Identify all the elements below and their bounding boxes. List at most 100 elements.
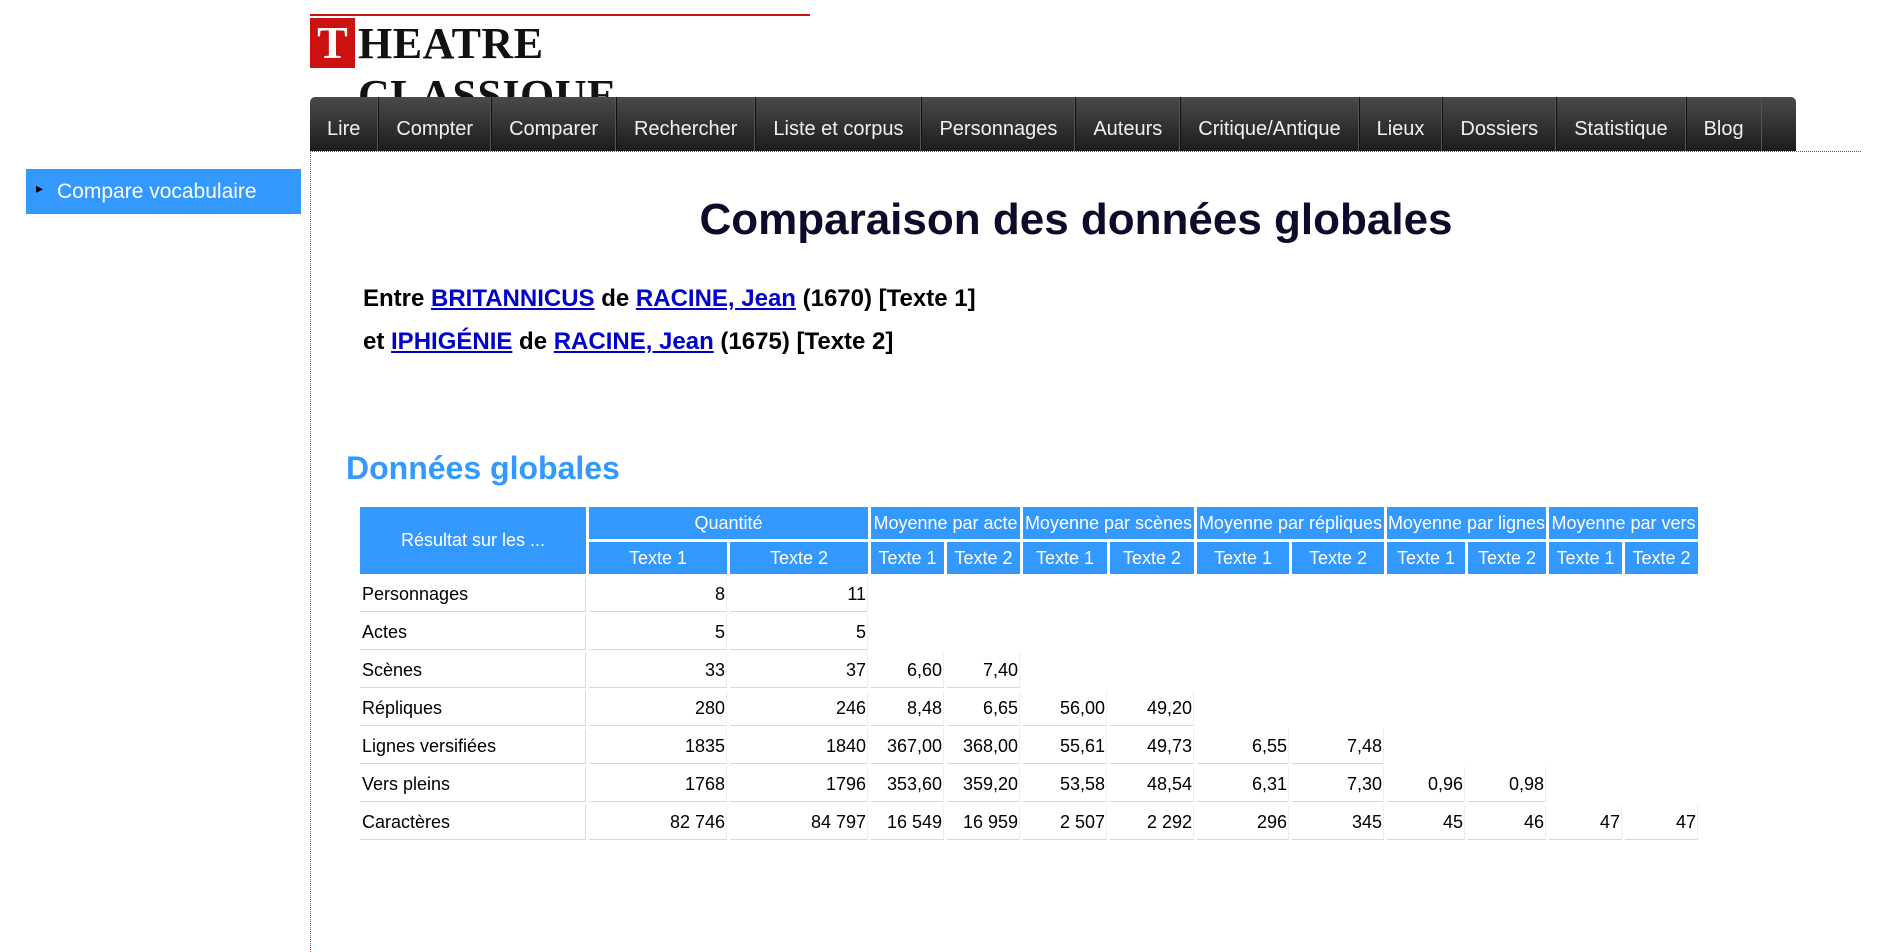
sidebar-item-compare-vocabulaire[interactable]: ▸ Compare vocabulaire	[26, 169, 301, 214]
table-cell: 296	[1197, 805, 1289, 840]
header-texte-2: Texte 2	[947, 542, 1020, 574]
nav-liste-corpus[interactable]: Liste et corpus	[755, 97, 922, 151]
nav-critique-antique[interactable]: Critique/Antique	[1180, 97, 1359, 151]
sidebar-item-label: Compare vocabulaire	[57, 180, 257, 203]
header-moyenne-vers: Moyenne par vers	[1549, 507, 1698, 539]
empty-cell	[1549, 615, 1622, 650]
author-link-racine[interactable]: RACINE, Jean	[635, 285, 796, 312]
header-moyenne-acte: Moyenne par acte	[871, 507, 1020, 539]
table-cell: 1835	[589, 729, 727, 764]
header-texte-1: Texte 1	[1387, 542, 1465, 574]
empty-cell	[1625, 577, 1698, 612]
row-label: Répliques	[360, 691, 586, 726]
nav-dossiers[interactable]: Dossiers	[1442, 97, 1557, 151]
table-cell: 82 746	[589, 805, 727, 840]
global-data-table: Résultat sur les ... Quantité Moyenne pa…	[357, 504, 1701, 843]
nav-rechercher[interactable]: Rechercher	[615, 97, 756, 151]
table-cell: 5	[730, 615, 868, 650]
section-title: Données globales	[346, 450, 620, 486]
table-cell: 16 959	[947, 805, 1020, 840]
table-cell: 1840	[730, 729, 868, 764]
empty-cell	[1197, 577, 1289, 612]
main-content: Comparaison des données globales Entre B…	[310, 151, 1861, 952]
empty-cell	[1549, 729, 1622, 764]
table-cell: 16 549	[871, 805, 944, 840]
table-cell: 45	[1387, 805, 1465, 840]
table-row: Actes 5 5	[360, 615, 1698, 650]
header-texte-1: Texte 1	[1197, 542, 1289, 574]
table-cell: 2 507	[1023, 805, 1107, 840]
header-moyenne-lignes: Moyenne par lignes	[1387, 507, 1546, 539]
nav-blog[interactable]: Blog	[1685, 97, 1762, 151]
table-cell: 53,58	[1023, 767, 1107, 802]
header-texte-2: Texte 2	[1292, 542, 1384, 574]
line-suffix: (1675) [Texte 2]	[713, 328, 894, 355]
nav-auteurs[interactable]: Auteurs	[1075, 97, 1181, 151]
header-corner: Résultat sur les ...	[360, 507, 586, 574]
empty-cell	[871, 615, 944, 650]
table-cell: 47	[1549, 805, 1622, 840]
empty-cell	[1387, 691, 1465, 726]
empty-cell	[1625, 653, 1698, 688]
nav-personnages[interactable]: Personnages	[921, 97, 1076, 151]
table-cell: 353,60	[871, 767, 944, 802]
empty-cell	[1197, 653, 1289, 688]
empty-cell	[1468, 615, 1546, 650]
table-row: Personnages 8 11	[360, 577, 1698, 612]
header-texte-1: Texte 1	[1023, 542, 1107, 574]
author-link-racine[interactable]: RACINE, Jean	[553, 328, 714, 355]
table-cell: 47	[1625, 805, 1698, 840]
table-cell: 8,48	[871, 691, 944, 726]
header-texte-1: Texte 1	[871, 542, 944, 574]
row-label: Actes	[360, 615, 586, 650]
table-cell: 49,20	[1110, 691, 1194, 726]
empty-cell	[1292, 691, 1384, 726]
comparison-line-2: et IPHIGÉNIE de RACINE, Jean (1675) [Tex…	[363, 328, 893, 356]
logo-initial: T	[310, 18, 355, 68]
empty-cell	[871, 577, 944, 612]
empty-cell	[1387, 577, 1465, 612]
empty-cell	[947, 577, 1020, 612]
nav-comparer[interactable]: Comparer	[491, 97, 616, 151]
empty-cell	[1292, 577, 1384, 612]
table-cell: 6,60	[871, 653, 944, 688]
table-cell: 7,30	[1292, 767, 1384, 802]
empty-cell	[1023, 615, 1107, 650]
row-label: Personnages	[360, 577, 586, 612]
empty-cell	[1468, 577, 1546, 612]
nav-lieux[interactable]: Lieux	[1358, 97, 1443, 151]
empty-cell	[1110, 653, 1194, 688]
header-texte-1: Texte 1	[1549, 542, 1622, 574]
nav-lire[interactable]: Lire	[310, 97, 379, 151]
play-link-britannicus[interactable]: BRITANNICUS	[431, 285, 595, 312]
table-cell: 359,20	[947, 767, 1020, 802]
nav-compter[interactable]: Compter	[378, 97, 492, 151]
table-row: Scènes 33 37 6,60 7,40	[360, 653, 1698, 688]
empty-cell	[1625, 767, 1698, 802]
row-label: Caractères	[360, 805, 586, 840]
nav-statistique[interactable]: Statistique	[1556, 97, 1686, 151]
play-link-iphigenie[interactable]: IPHIGÉNIE	[391, 328, 513, 355]
empty-cell	[1023, 577, 1107, 612]
site-logo[interactable]: T HEATRE CLASSIQUE	[310, 14, 810, 120]
comparison-line-1: Entre BRITANNICUS de RACINE, Jean (1670)…	[363, 285, 976, 313]
empty-cell	[1549, 653, 1622, 688]
empty-cell	[947, 615, 1020, 650]
empty-cell	[1625, 691, 1698, 726]
empty-cell	[1549, 577, 1622, 612]
header-texte-1: Texte 1	[589, 542, 727, 574]
table-cell: 368,00	[947, 729, 1020, 764]
empty-cell	[1468, 653, 1546, 688]
chevron-right-icon: ▸	[36, 180, 44, 196]
empty-cell	[1023, 653, 1107, 688]
table-cell: 367,00	[871, 729, 944, 764]
empty-cell	[1468, 729, 1546, 764]
empty-cell	[1549, 691, 1622, 726]
header-texte-2: Texte 2	[1468, 542, 1546, 574]
table-cell: 8	[589, 577, 727, 612]
empty-cell	[1197, 615, 1289, 650]
empty-cell	[1625, 729, 1698, 764]
empty-cell	[1292, 653, 1384, 688]
row-label: Lignes versifiées	[360, 729, 586, 764]
line-prefix: Entre	[363, 285, 432, 312]
